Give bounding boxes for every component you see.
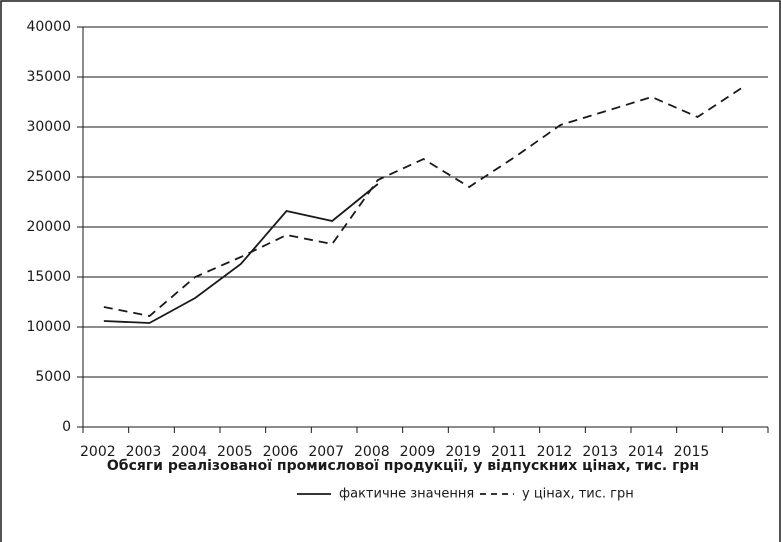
y-tick-label: 35000 [26, 69, 71, 85]
legend-label: фактичне значення [339, 487, 474, 502]
x-tick-label: 2003 [126, 444, 162, 460]
x-tick-label: 2013 [582, 444, 618, 460]
y-tick-label: 25000 [26, 169, 71, 185]
x-tick-label: 2009 [400, 444, 436, 460]
x-tick-label: 2011 [491, 444, 527, 460]
y-tick-label: 5000 [35, 369, 71, 385]
x-tick-label: 2004 [171, 444, 207, 460]
x-tick-label: 2019 [445, 444, 481, 460]
y-tick-label: 0 [62, 419, 71, 435]
y-tick-label: 40000 [26, 19, 71, 35]
x-tick-label: 2008 [354, 444, 390, 460]
x-tick-label: 2005 [217, 444, 253, 460]
y-tick-label: 15000 [26, 269, 71, 285]
x-axis-title: Обсяги реалізованої промислової продукці… [107, 458, 699, 474]
x-tick-label: 2002 [80, 444, 116, 460]
x-tick-label: 2014 [628, 444, 664, 460]
y-tick-label: 20000 [26, 219, 71, 235]
series-line [103, 183, 379, 324]
y-tick-label: 30000 [26, 119, 71, 135]
y-tick-label: 10000 [26, 319, 71, 335]
x-tick-label: 2012 [537, 444, 573, 460]
x-tick-label: 2007 [308, 444, 344, 460]
series-line [103, 86, 744, 317]
x-tick-label: 2006 [263, 444, 299, 460]
x-tick-label: 2015 [674, 444, 710, 460]
legend-label: у цінах, тис. грн [522, 487, 634, 502]
